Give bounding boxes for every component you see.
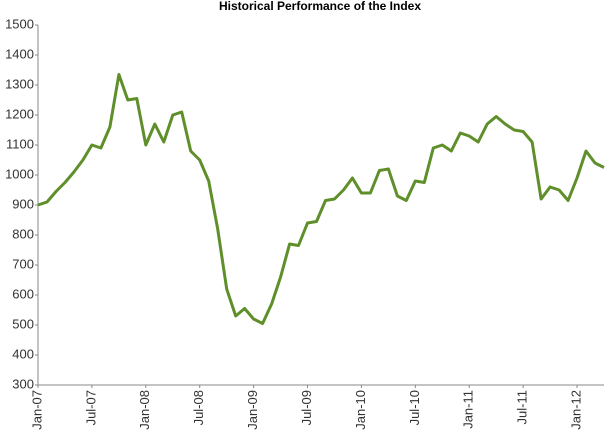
chart-title: Historical Performance of the Index: [219, 0, 421, 13]
y-tick-label: 300: [12, 376, 34, 391]
x-tick-label: Jul-07: [83, 390, 98, 425]
x-tick-label: Jan-12: [568, 390, 583, 430]
x-tick-label: Jul-11: [515, 390, 530, 424]
x-tick-label: Jan-09: [245, 390, 260, 430]
y-tick-label: 700: [12, 256, 34, 271]
y-tick-label: 1400: [5, 46, 34, 61]
y-tick-label: 900: [12, 196, 34, 211]
y-tick-label: 800: [12, 226, 34, 241]
y-tick-label: 500: [12, 316, 34, 331]
x-tick-label: Jul-09: [299, 390, 314, 425]
y-tick-label: 1100: [6, 136, 34, 151]
data-line: [37, 73, 605, 325]
x-tick-label: Jul-08: [191, 390, 206, 425]
y-tick-label: 1500: [5, 16, 34, 31]
x-tick-label: Jul-10: [407, 390, 422, 425]
y-tick-label: 600: [12, 286, 34, 301]
y-tick-label: 1300: [5, 76, 34, 91]
x-tick-label: Jan-08: [137, 390, 152, 430]
x-tick-label: Jan-07: [29, 390, 44, 430]
y-tick-label: 1000: [5, 166, 34, 181]
x-tick-label: Jan-11: [461, 390, 476, 429]
x-tick-label: Jan-10: [353, 390, 368, 430]
y-tick-label: 400: [12, 346, 34, 361]
y-tick-label: 1200: [5, 106, 34, 121]
